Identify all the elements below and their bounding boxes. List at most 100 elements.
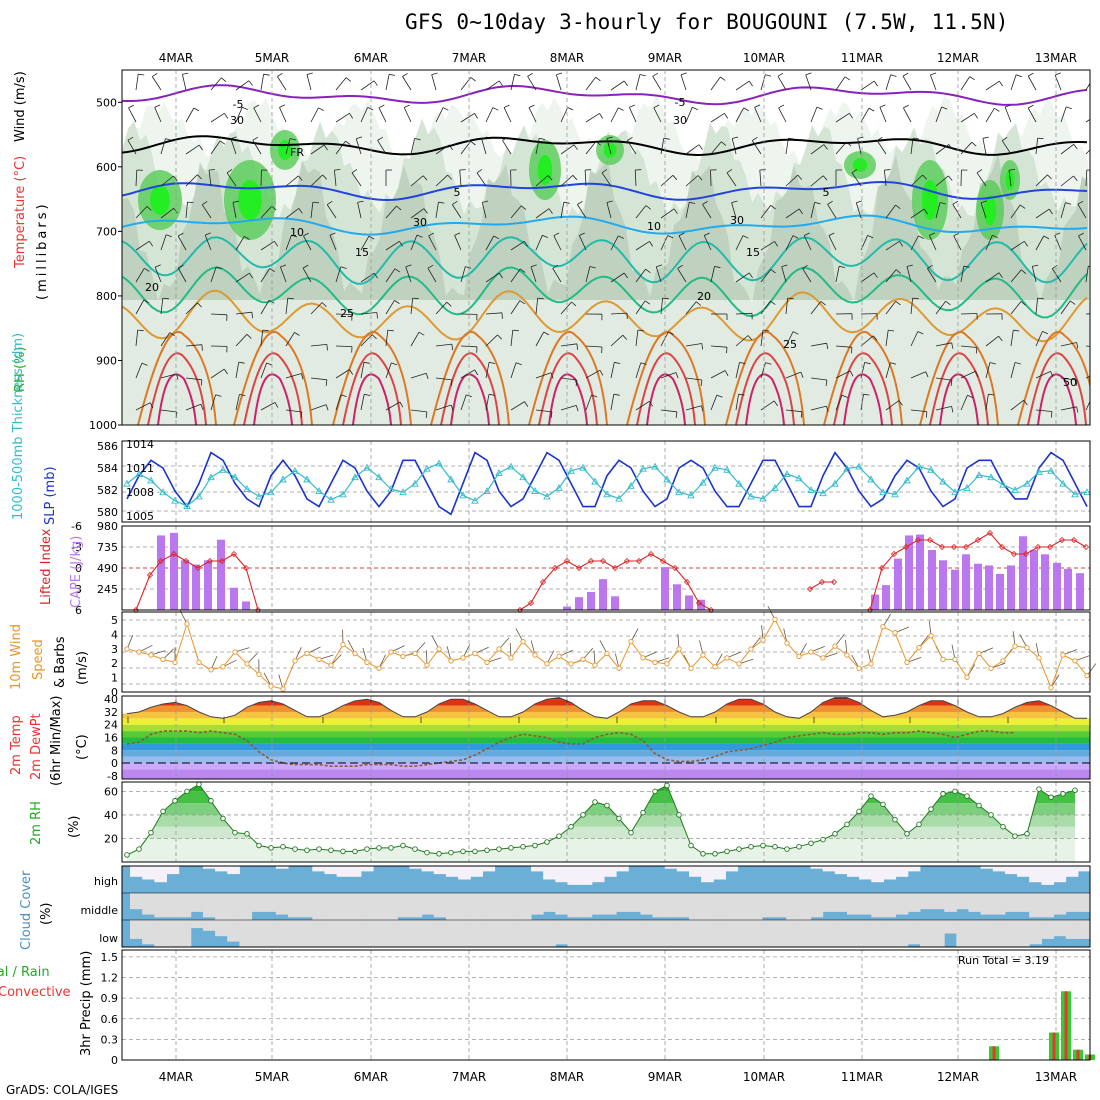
warm-contour <box>745 373 785 425</box>
contour-label: 30 <box>230 114 244 127</box>
precip-tick-label: 0.9 <box>101 992 119 1005</box>
date-label-bottom: 10MAR <box>743 1070 785 1084</box>
wind-barb-flag <box>279 104 286 108</box>
thickness-point <box>795 474 803 482</box>
wind-barb <box>660 298 663 315</box>
label-temp2m-a: 2m Temp <box>9 715 24 775</box>
wind-barb <box>735 362 740 379</box>
cloud-gap-middle <box>215 893 228 920</box>
wind-barb-flag <box>591 394 598 398</box>
wind-barb <box>210 140 221 155</box>
date-label-bottom: 9MAR <box>648 1070 683 1084</box>
temp-band <box>122 763 1090 770</box>
cloud-gap-middle <box>1077 893 1091 912</box>
wind-barb <box>285 409 302 413</box>
lifted-index-point <box>575 564 583 572</box>
cloud-gap-middle <box>263 893 277 912</box>
wind-barb-flag <box>890 74 897 77</box>
wind10-point <box>988 665 994 671</box>
rh-band <box>127 803 1075 815</box>
wind-barb <box>1010 240 1025 251</box>
wind-barb <box>454 235 462 251</box>
wind-barb <box>360 362 365 379</box>
lifted-index-point <box>587 557 595 565</box>
wind-barb-flag <box>427 264 434 269</box>
cloud-level-label: high <box>94 875 118 888</box>
cape-bar <box>181 560 189 610</box>
rh2m-point <box>508 845 514 851</box>
cloud-gap-low <box>847 920 860 947</box>
wind-barb <box>802 268 812 283</box>
wind-barb-flag <box>994 107 1000 112</box>
wind-barb <box>760 300 771 315</box>
wind10-point <box>628 638 634 645</box>
wind-barb <box>1085 375 1090 379</box>
wind-barb <box>627 140 637 155</box>
wind-barb <box>285 373 302 379</box>
wind-barb-flag <box>205 232 211 236</box>
temperature-contour <box>122 236 1088 285</box>
wind-barb-flag <box>1075 380 1078 387</box>
wind-barb <box>735 335 749 347</box>
cloud-gap-high <box>834 866 848 875</box>
wind-barb <box>985 235 993 251</box>
wind-barb-flag <box>724 113 729 119</box>
wind-barb-flag <box>389 73 396 76</box>
wind-barb-flag <box>1078 232 1084 237</box>
wind-barb <box>703 235 712 251</box>
wind-barb <box>785 298 788 315</box>
wind-barb-flag <box>1037 137 1044 140</box>
wind10-point <box>952 656 958 663</box>
thickness-point <box>735 479 743 487</box>
slp-tick-label: 1014 <box>126 438 154 451</box>
cloud-gap-middle <box>166 893 180 918</box>
cloud-gap-low <box>664 920 678 947</box>
cloud-gap-middle <box>531 893 544 915</box>
wind-barb-flag <box>701 405 704 412</box>
wind-barb <box>860 272 875 283</box>
cloud-gap-low <box>300 920 313 947</box>
cloud-gap-low <box>579 920 593 947</box>
rh2m-point <box>280 843 286 850</box>
wind-barb-flag <box>200 404 204 411</box>
temp-band <box>122 724 1090 732</box>
pressure-tick-label: 1000 <box>89 419 117 432</box>
wind-barb-flag <box>543 331 550 336</box>
thickness-point <box>1047 466 1055 474</box>
warm-contour <box>253 373 293 425</box>
wind-barb-flag <box>1043 235 1050 240</box>
wind-barb <box>451 204 462 219</box>
wind-barb-flag <box>425 411 428 418</box>
cloud-gap-middle <box>300 893 313 918</box>
wind-barb-flag <box>792 331 799 335</box>
wind-barb-flag <box>849 113 854 119</box>
precip-conv-bar <box>1052 1032 1056 1060</box>
cape-bar <box>985 565 993 610</box>
wind10-point <box>148 652 154 658</box>
cloud-gap-middle <box>385 893 398 920</box>
label-cloud: Cloud Cover <box>19 870 34 950</box>
wind-barb <box>160 409 177 413</box>
wind-barb <box>677 268 687 283</box>
temp2m-tick-label: 8 <box>111 744 118 757</box>
wind-barb-flag <box>178 264 184 269</box>
wind10-point <box>196 659 202 666</box>
wind10-point <box>424 662 430 668</box>
wind-barb <box>579 235 587 251</box>
wind10-point <box>232 649 238 655</box>
wind-barb-flag <box>747 335 753 341</box>
wind-barb-flag <box>215 394 222 397</box>
wind-barb <box>135 240 150 251</box>
cloud-gap-middle <box>190 893 204 912</box>
wind-barb-flag <box>476 169 483 174</box>
lifted-index-point <box>194 564 202 572</box>
lifted-index-point <box>830 578 838 586</box>
wind10-point <box>1024 644 1030 651</box>
wind-barb <box>560 377 577 381</box>
wind-barb <box>535 138 540 155</box>
wind-barb <box>606 138 612 155</box>
cloud-gap-middle <box>421 893 435 915</box>
cape-bar <box>170 532 178 610</box>
cape-bar <box>1064 568 1072 610</box>
thickness-line <box>126 462 1088 507</box>
